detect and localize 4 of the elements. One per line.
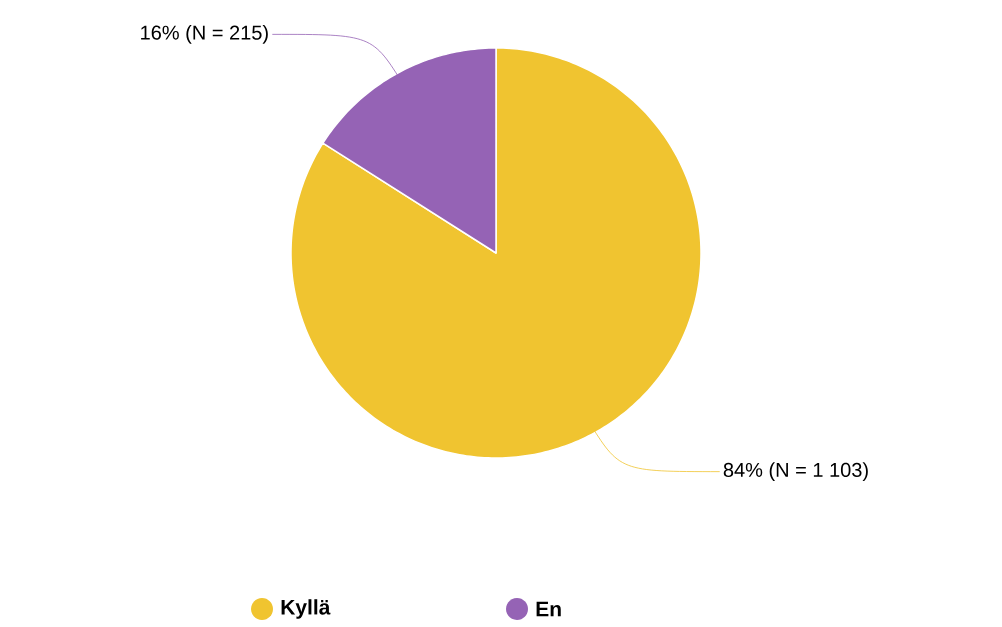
data-label: 16% (N = 215) <box>141 25 268 44</box>
legend-label: Kyllä <box>281 599 331 619</box>
legend-label: En <box>536 601 561 617</box>
data-label: 84% (N = 1 103) <box>723 462 868 481</box>
